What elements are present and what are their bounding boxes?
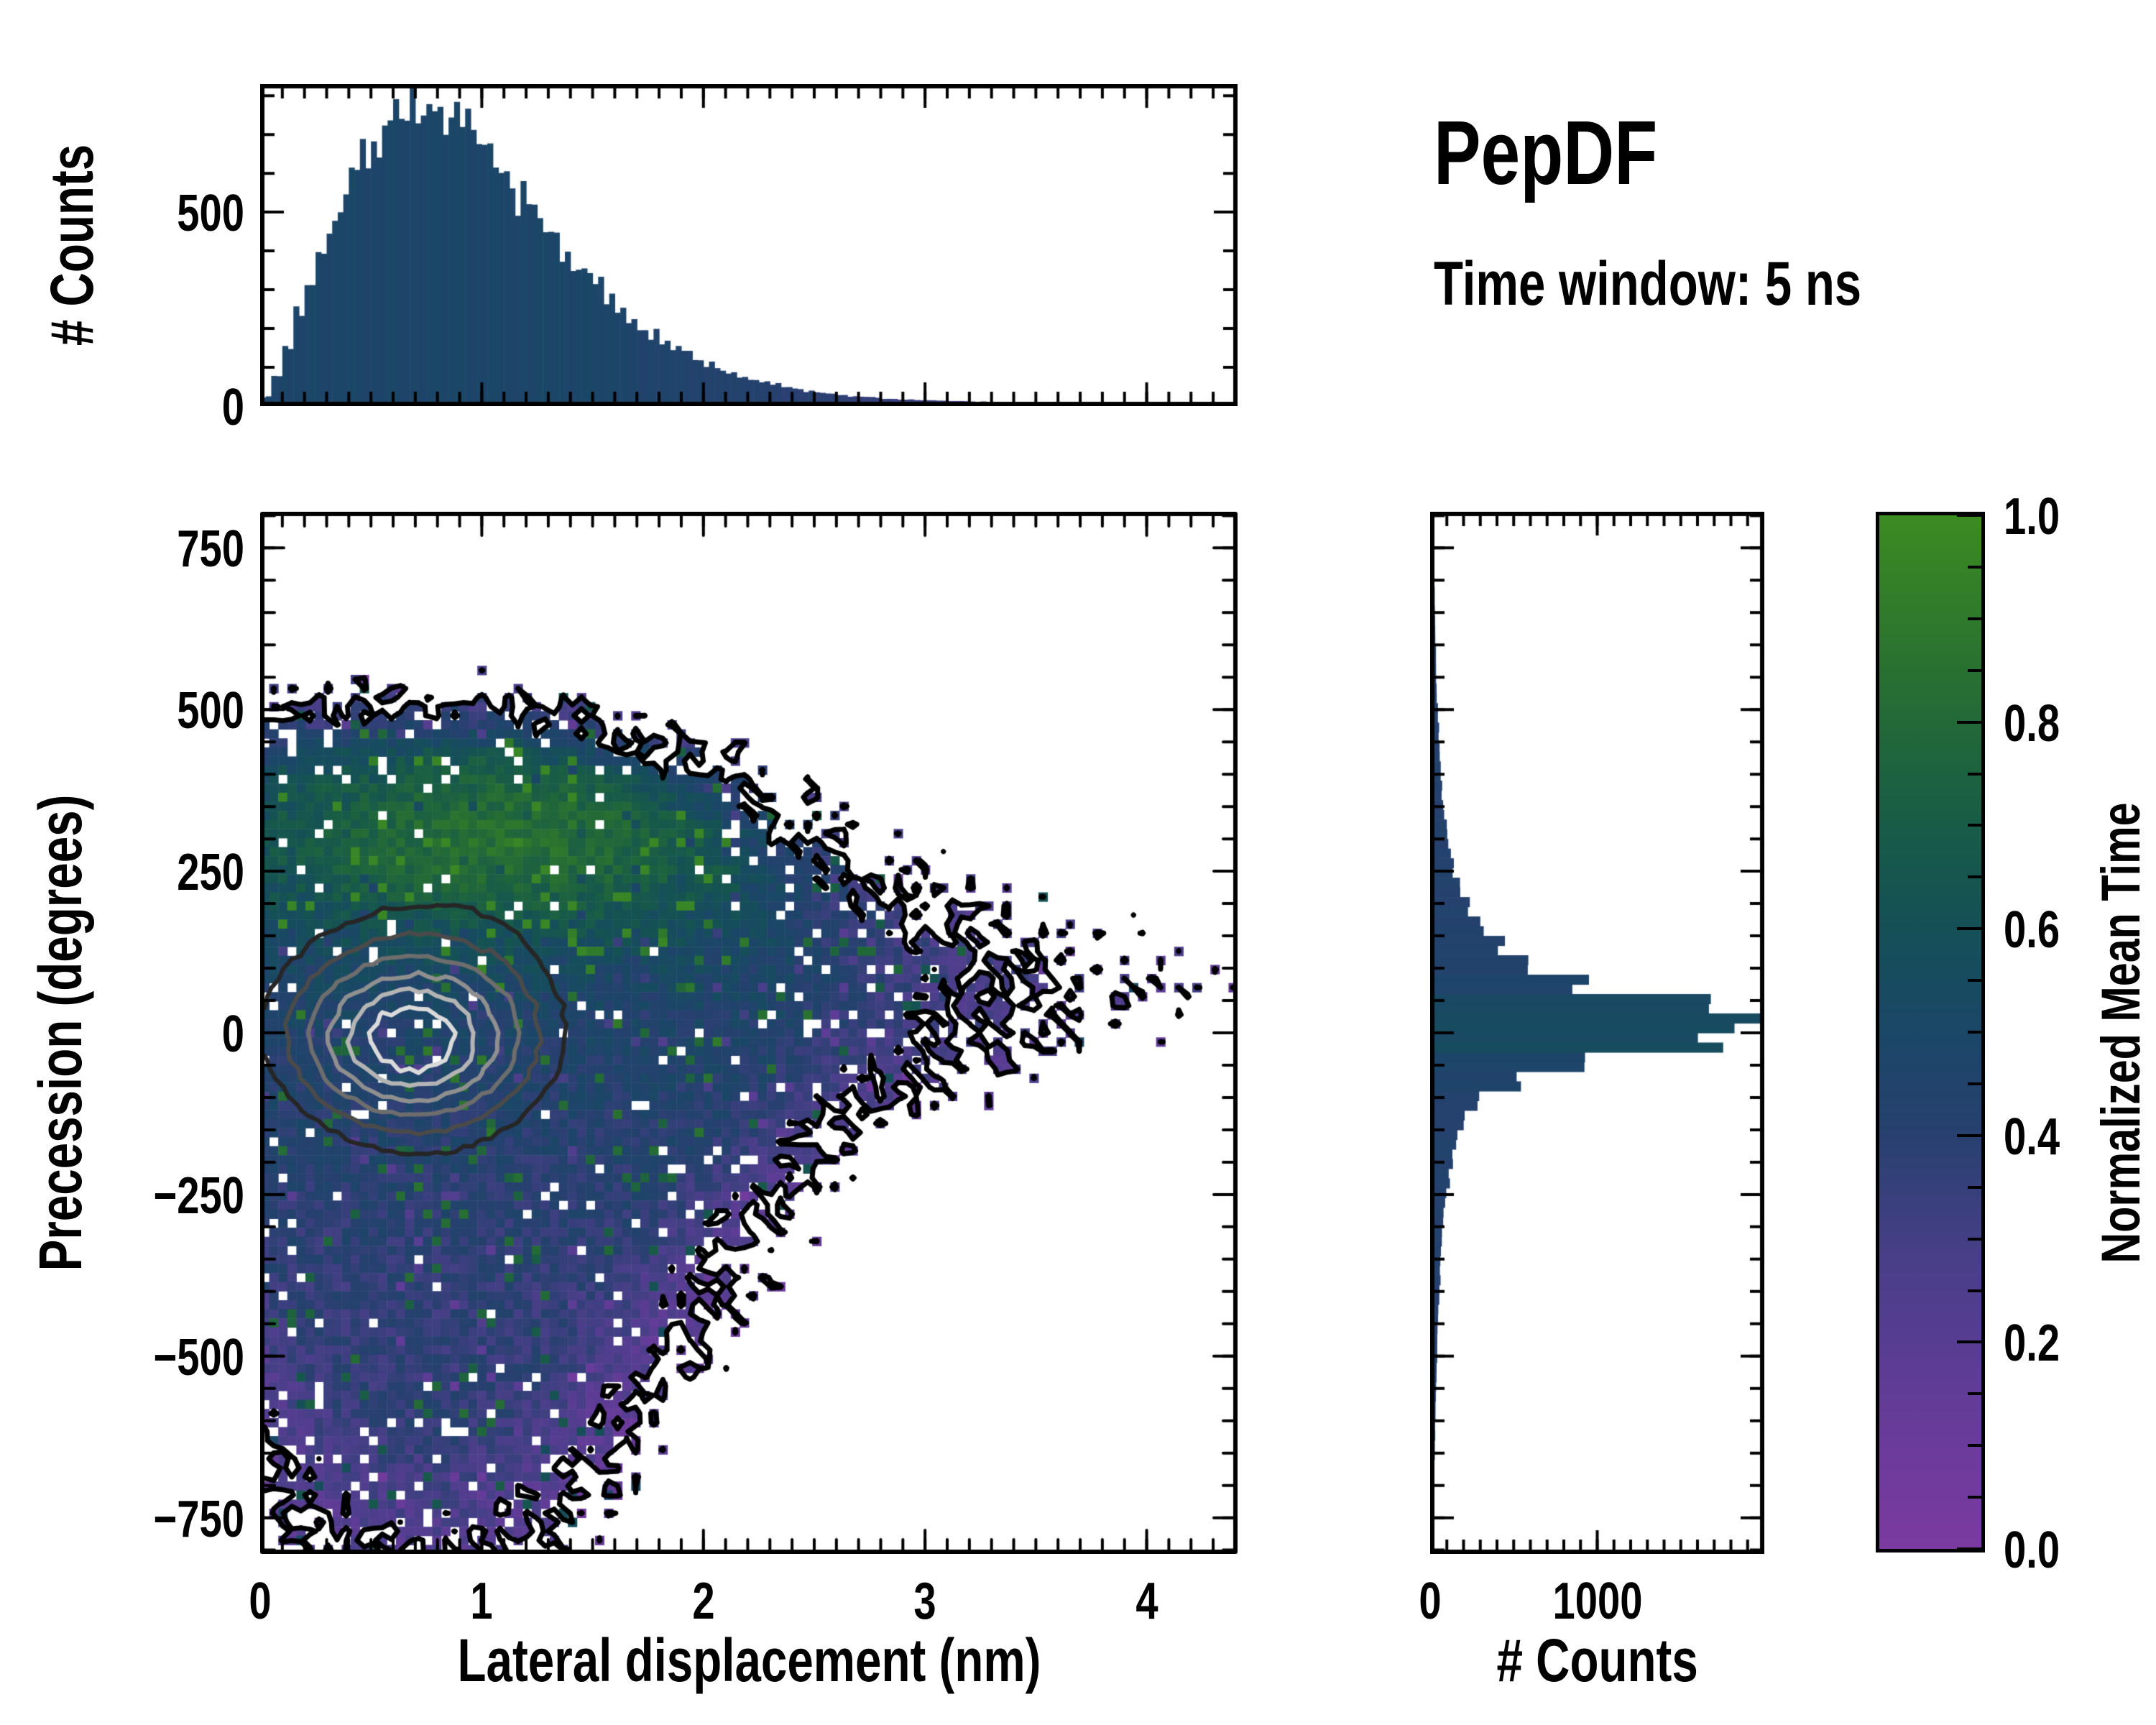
- top-hist-y-tick-label: 0: [221, 379, 244, 436]
- main-y-tick-label: −250: [153, 1167, 244, 1225]
- colorbar-minor-tick: [1968, 1031, 1981, 1034]
- main-x-tick-label: 3: [913, 1573, 936, 1630]
- top-histogram-y-axis-label: # Counts: [38, 144, 106, 346]
- colorbar-tick-label: 0.0: [2004, 1522, 2060, 1579]
- colorbar-tick-label: 0.4: [2004, 1108, 2060, 1166]
- colorbar-tick-label: 1.0: [2004, 488, 2060, 546]
- right-hist-x-tick-label: 0: [1419, 1573, 1442, 1630]
- colorbar-minor-tick: [1968, 979, 1981, 983]
- colorbar-label: Normalized Mean Time: [2091, 802, 2152, 1264]
- right-histogram-x-axis-label: # Counts: [1430, 1630, 1764, 1690]
- colorbar-major-tick: [1957, 1133, 1981, 1137]
- top-hist-y-tick-label: 500: [177, 185, 244, 243]
- colorbar-gradient: [1879, 514, 1981, 1550]
- colorbar-major-tick: [1957, 514, 1981, 517]
- figure-subtitle: Time window: 5 ns: [1434, 249, 1862, 318]
- colorbar-minor-tick: [1968, 1444, 1981, 1448]
- colorbar: [1876, 512, 1985, 1552]
- main-x-tick-label: 2: [692, 1573, 715, 1630]
- colorbar-major-tick: [1957, 1340, 1981, 1344]
- right-marginal-histogram-plot: [1430, 512, 1764, 1554]
- colorbar-tick-label: 0.2: [2004, 1315, 2060, 1373]
- main-y-tick-label: −750: [153, 1490, 244, 1548]
- right-hist-x-tick-label: 1000: [1552, 1573, 1642, 1630]
- colorbar-minor-tick: [1968, 772, 1981, 776]
- main-x-axis-label: Lateral displacement (nm): [260, 1630, 1238, 1690]
- colorbar-minor-tick: [1968, 1289, 1981, 1292]
- top-marginal-histogram-plot: [260, 84, 1238, 406]
- colorbar-minor-tick: [1968, 1185, 1981, 1189]
- colorbar-minor-tick: [1968, 875, 1981, 879]
- colorbar-major-tick: [1957, 1547, 1981, 1550]
- colorbar-major-tick: [1957, 720, 1981, 724]
- main-y-tick-label: 250: [177, 844, 244, 902]
- colorbar-minor-tick: [1968, 565, 1981, 569]
- colorbar-minor-tick: [1968, 617, 1981, 620]
- main-y-tick-label: 750: [177, 520, 244, 579]
- colorbar-tick-label: 0.6: [2004, 901, 2060, 960]
- colorbar-minor-tick: [1968, 1237, 1981, 1241]
- main-y-tick-label: 500: [177, 682, 244, 740]
- colorbar-minor-tick: [1968, 1392, 1981, 1396]
- main-x-tick-label: 1: [470, 1573, 493, 1630]
- joint-heatmap-plot: [260, 512, 1238, 1554]
- main-y-tick-label: −500: [153, 1328, 244, 1386]
- colorbar-minor-tick: [1968, 824, 1981, 827]
- main-x-tick-label: 0: [249, 1573, 272, 1630]
- colorbar-minor-tick: [1968, 1496, 1981, 1499]
- figure-title: PepDF: [1434, 102, 1658, 203]
- right-histogram-x-axis-label-text: # Counts: [1496, 1627, 1698, 1694]
- colorbar-tick-label: 0.8: [2004, 694, 2060, 753]
- colorbar-minor-tick: [1968, 1082, 1981, 1085]
- main-x-axis-label-text: Lateral displacement (nm): [457, 1627, 1041, 1694]
- colorbar-major-tick: [1957, 927, 1981, 931]
- colorbar-minor-tick: [1968, 668, 1981, 672]
- main-y-tick-label: 0: [221, 1006, 244, 1063]
- main-x-tick-label: 4: [1135, 1573, 1158, 1630]
